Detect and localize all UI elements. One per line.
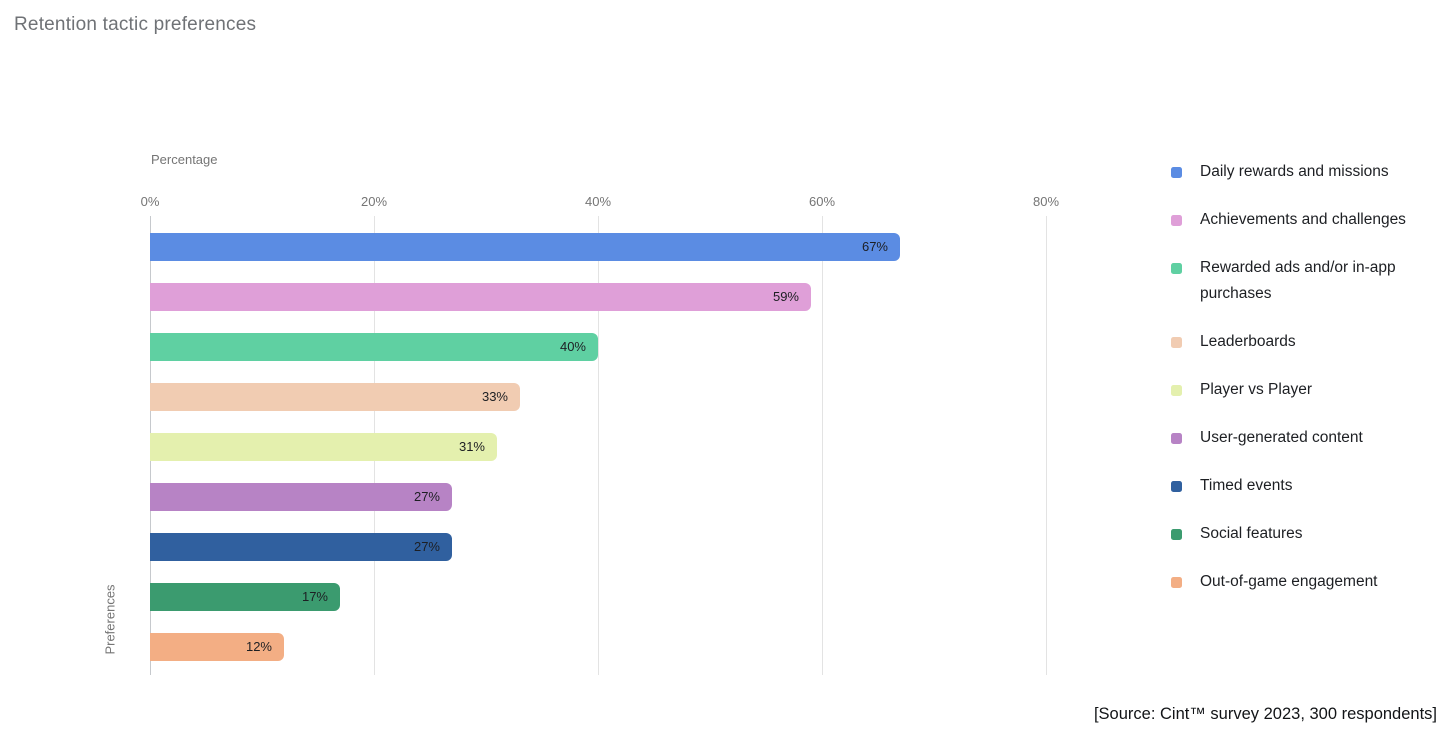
x-axis-tick-label: 80% — [1032, 194, 1060, 209]
legend-item-7[interactable]: Social features — [1171, 521, 1447, 547]
legend-item-5[interactable]: User-generated content — [1171, 425, 1447, 451]
bar-8[interactable] — [150, 633, 284, 661]
bar-0[interactable] — [150, 233, 900, 261]
y-axis-title: Preferences — [102, 584, 118, 655]
legend-swatch — [1171, 337, 1182, 348]
bar-row: 59% — [150, 283, 811, 311]
chart-legend: Daily rewards and missions Achievements a… — [1171, 159, 1447, 595]
bar-1[interactable] — [150, 283, 811, 311]
legend-item-0[interactable]: Daily rewards and missions — [1171, 159, 1447, 185]
legend-swatch — [1171, 167, 1182, 178]
bar-value-label: 59% — [772, 289, 799, 304]
legend-label: Daily rewards and missions — [1200, 163, 1389, 180]
bar-value-label: 17% — [301, 589, 328, 604]
legend-item-3[interactable]: Leaderboards — [1171, 329, 1447, 355]
bar-chart-plot-area: 67% 59% 40% 33% 31% 27% 27% 17% 12% — [150, 216, 1110, 675]
legend-label: Rewarded ads and/or in-app purchases — [1200, 259, 1396, 302]
legend-item-6[interactable]: Timed events — [1171, 473, 1447, 499]
bar-row: 12% — [150, 633, 284, 661]
bar-value-label: 33% — [481, 389, 508, 404]
legend-swatch — [1171, 529, 1182, 540]
bar-row: 27% — [150, 483, 452, 511]
legend-label: Player vs Player — [1200, 381, 1312, 398]
bar-6[interactable] — [150, 533, 452, 561]
legend-label: Out-of-game engagement — [1200, 573, 1378, 590]
bar-row: 27% — [150, 533, 452, 561]
legend-swatch — [1171, 385, 1182, 396]
bar-value-label: 27% — [413, 539, 440, 554]
bar-row: 67% — [150, 233, 900, 261]
bar-row: 40% — [150, 333, 598, 361]
bar-value-label: 40% — [559, 339, 586, 354]
x-axis-tick-label: 20% — [360, 194, 388, 209]
legend-label: Leaderboards — [1200, 333, 1296, 350]
bar-value-label: 12% — [245, 639, 272, 654]
x-axis-tick-row: 0% 20% 40% 60% 80% — [0, 194, 1456, 210]
gridline — [1046, 216, 1047, 675]
bar-row: 17% — [150, 583, 340, 611]
legend-swatch — [1171, 433, 1182, 444]
bar-value-label: 67% — [861, 239, 888, 254]
gridline — [598, 216, 599, 675]
bar-2[interactable] — [150, 333, 598, 361]
bar-4[interactable] — [150, 433, 497, 461]
x-axis-title: Percentage — [151, 152, 218, 167]
bar-value-label: 27% — [413, 489, 440, 504]
x-axis-tick-label: 0% — [140, 194, 160, 209]
page-title: Retention tactic preferences — [14, 14, 257, 35]
legend-swatch — [1171, 215, 1182, 226]
x-axis-tick-label: 60% — [808, 194, 836, 209]
legend-swatch — [1171, 481, 1182, 492]
legend-item-4[interactable]: Player vs Player — [1171, 377, 1447, 403]
legend-item-2[interactable]: Rewarded ads and/or in-app purchases — [1171, 255, 1447, 307]
bar-value-label: 31% — [458, 439, 485, 454]
source-note: [Source: Cint™ survey 2023, 300 responde… — [1093, 705, 1437, 723]
legend-label: User-generated content — [1200, 429, 1363, 446]
bar-7[interactable] — [150, 583, 340, 611]
bar-row: 33% — [150, 383, 520, 411]
x-axis-tick-label: 40% — [584, 194, 612, 209]
gridline — [822, 216, 823, 675]
legend-label: Timed events — [1200, 477, 1293, 494]
legend-item-1[interactable]: Achievements and challenges — [1171, 207, 1447, 233]
bar-3[interactable] — [150, 383, 520, 411]
bar-row: 31% — [150, 433, 497, 461]
legend-swatch — [1171, 577, 1182, 588]
bar-5[interactable] — [150, 483, 452, 511]
legend-item-8[interactable]: Out-of-game engagement — [1171, 569, 1447, 595]
legend-label: Social features — [1200, 525, 1303, 542]
legend-swatch — [1171, 263, 1182, 274]
legend-label: Achievements and challenges — [1200, 211, 1406, 228]
